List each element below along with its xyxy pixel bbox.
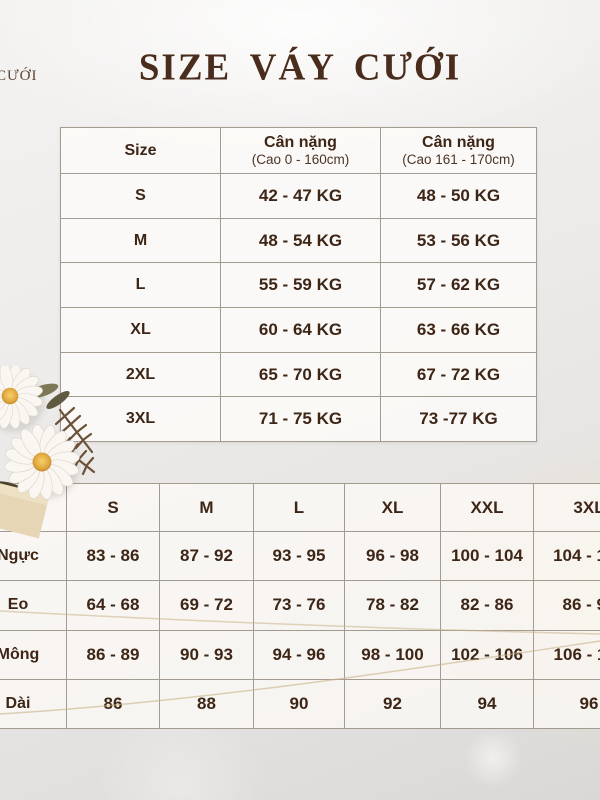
size-column-header: M bbox=[160, 484, 254, 532]
measurement-row-label: Dài bbox=[0, 679, 67, 729]
weight-value: 73 -77 KG bbox=[381, 397, 537, 443]
measurement-row-label: Eo bbox=[0, 581, 67, 631]
measurement-value: 88 bbox=[160, 679, 254, 729]
measurement-value: 86 bbox=[67, 679, 160, 729]
weight-table: Size Cân nặng (Cao 0 - 160cm) Cân nặng (… bbox=[60, 127, 537, 443]
measurement-value: 90 bbox=[254, 679, 345, 729]
weight-table-header-size: Size bbox=[61, 128, 221, 174]
measurement-row-label: Ngực bbox=[0, 532, 67, 582]
header-subtitle: (Cao 161 - 170cm) bbox=[402, 151, 515, 167]
measurement-value: 92 bbox=[345, 679, 441, 729]
weight-value: 67 - 72 KG bbox=[381, 352, 537, 398]
weight-table-header-height2: Cân nặng (Cao 161 - 170cm) bbox=[381, 128, 537, 174]
measurement-value: 94 - 96 bbox=[254, 630, 345, 680]
measurement-value: 102 - 106 bbox=[441, 630, 534, 680]
weight-table-header-height1: Cân nặng (Cao 0 - 160cm) bbox=[221, 128, 381, 174]
weight-value: 48 - 50 KG bbox=[381, 174, 537, 219]
measurement-value: 98 - 100 bbox=[345, 630, 441, 680]
measurement-value: 69 - 72 bbox=[160, 581, 254, 631]
size-label: M bbox=[61, 218, 221, 264]
size-label: 2XL bbox=[61, 352, 221, 398]
size-column-header: S bbox=[67, 484, 160, 532]
measurement-value: 100 - 104 bbox=[441, 532, 534, 582]
measurement-value: 78 - 82 bbox=[345, 581, 441, 631]
header-title: Cân nặng bbox=[264, 133, 337, 151]
size-label: XL bbox=[61, 308, 221, 353]
weight-value: 53 - 56 KG bbox=[381, 218, 537, 264]
measurement-value: 106 - 110 bbox=[534, 630, 600, 680]
weight-value: 55 - 59 KG bbox=[221, 263, 381, 309]
measurement-table: S M L XL XXL 3XL Ngực 83 - 86 87 - 92 93… bbox=[0, 483, 600, 729]
measurement-value: 104 - 108 bbox=[534, 532, 600, 582]
weight-value: 63 - 66 KG bbox=[381, 308, 537, 353]
measurement-value: 64 - 68 bbox=[67, 581, 160, 631]
weight-value: 48 - 54 KG bbox=[221, 218, 381, 264]
size-label: 3XL bbox=[61, 397, 221, 443]
measurement-value: 87 - 92 bbox=[160, 532, 254, 582]
weight-value: 65 - 70 KG bbox=[221, 352, 381, 398]
weight-value: 57 - 62 KG bbox=[381, 263, 537, 309]
measurement-value: 73 - 76 bbox=[254, 581, 345, 631]
weight-value: 71 - 75 KG bbox=[221, 397, 381, 443]
header-subtitle: (Cao 0 - 160cm) bbox=[251, 151, 350, 167]
measurement-value: 82 - 86 bbox=[441, 581, 534, 631]
size-column-header: XXL bbox=[441, 484, 534, 532]
measurement-value: 96 bbox=[534, 679, 600, 729]
measurement-value: 86 - 89 bbox=[67, 630, 160, 680]
measurement-value: 96 - 98 bbox=[345, 532, 441, 582]
page-title: SIZE VÁY CƯỚI bbox=[138, 46, 462, 89]
size-label: L bbox=[61, 263, 221, 309]
left-edge-watermark-text: CƯỚI bbox=[0, 68, 38, 84]
weight-value: 60 - 64 KG bbox=[221, 308, 381, 353]
measurement-value: 86 - 95 bbox=[534, 581, 600, 631]
weight-value: 42 - 47 KG bbox=[221, 174, 381, 219]
size-column-header: 3XL bbox=[534, 484, 600, 532]
header-title: Cân nặng bbox=[422, 133, 495, 151]
measurement-value: 83 - 86 bbox=[67, 532, 160, 582]
measurement-value: 90 - 93 bbox=[160, 630, 254, 680]
size-column-header: XL bbox=[345, 484, 441, 532]
measurement-value: 93 - 95 bbox=[254, 532, 345, 582]
size-column-header: L bbox=[254, 484, 345, 532]
measurement-row-label: Mông bbox=[0, 630, 67, 680]
size-label: S bbox=[61, 174, 221, 219]
measurement-table-corner bbox=[0, 484, 67, 532]
measurement-value: 94 bbox=[441, 679, 534, 729]
